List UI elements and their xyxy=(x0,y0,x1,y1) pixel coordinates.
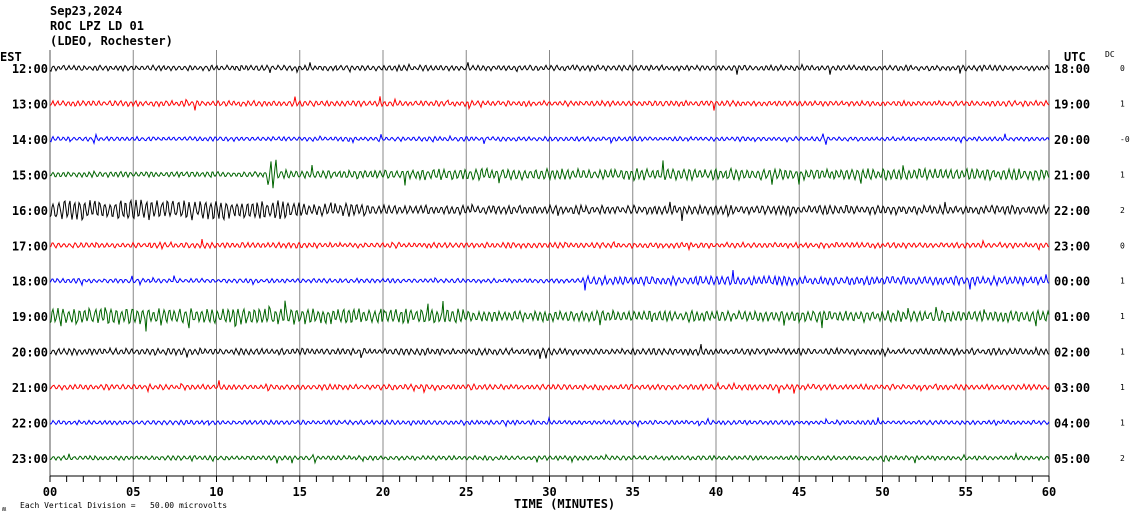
est-time-label: 18:00 xyxy=(12,275,48,289)
utc-time-label: 03:00 xyxy=(1054,381,1090,395)
x-tick-label: 45 xyxy=(792,485,806,499)
est-time-label: 12:00 xyxy=(12,62,48,76)
utc-time-label: 23:00 xyxy=(1054,239,1090,253)
x-tick-label: 40 xyxy=(709,485,723,499)
est-time-label: 22:00 xyxy=(12,417,48,431)
trace-row-9 xyxy=(49,380,1050,394)
est-time-label: 20:00 xyxy=(12,346,48,360)
utc-axis-label: UTC xyxy=(1064,50,1086,64)
est-time-label: 14:00 xyxy=(12,133,48,147)
trace-row-2 xyxy=(49,132,1050,145)
est-time-label: 17:00 xyxy=(12,239,48,253)
x-axis-title: TIME (MINUTES) xyxy=(514,497,615,511)
dc-value: 1 xyxy=(1120,312,1125,321)
utc-time-label: 04:00 xyxy=(1054,417,1090,431)
x-tick-label: 25 xyxy=(459,485,473,499)
dc-value: 1 xyxy=(1120,419,1125,428)
x-tick-label: 60 xyxy=(1042,485,1056,499)
utc-time-label: 01:00 xyxy=(1054,310,1090,324)
dc-value: 1 xyxy=(1120,383,1125,392)
x-tick-label: 30 xyxy=(542,485,556,499)
dc-value: 2 xyxy=(1120,454,1125,463)
trace-row-1 xyxy=(49,96,1050,111)
x-tick-label: 50 xyxy=(875,485,889,499)
est-time-label: 15:00 xyxy=(12,168,48,182)
trace-row-0 xyxy=(49,62,1050,75)
x-tick-label: 35 xyxy=(626,485,640,499)
x-tick-label: 00 xyxy=(43,485,57,499)
dc-value: 1 xyxy=(1120,277,1125,286)
trace-row-6 xyxy=(49,270,1050,291)
utc-time-label: 05:00 xyxy=(1054,452,1090,466)
station-label: ROC LPZ LD 01 xyxy=(50,19,144,33)
trace-row-3 xyxy=(50,159,1050,189)
trace-row-8 xyxy=(49,344,1050,359)
dc-value: 1 xyxy=(1120,99,1125,108)
trace-row-11 xyxy=(50,451,1050,465)
dc-label: DC xyxy=(1105,50,1115,59)
est-axis-label: EST xyxy=(0,50,22,64)
utc-time-label: 21:00 xyxy=(1054,168,1090,182)
dc-value: -0 xyxy=(1120,135,1130,144)
x-tick-label: 10 xyxy=(209,485,223,499)
dc-value: 1 xyxy=(1120,170,1125,179)
dc-value: 2 xyxy=(1120,206,1125,215)
trace-row-7 xyxy=(49,300,1050,332)
dc-value: 0 xyxy=(1120,64,1125,73)
scale-note: Each Vertical Division = 50.00 microvolt… xyxy=(20,501,227,510)
est-time-label: 19:00 xyxy=(12,310,48,324)
utc-time-label: 02:00 xyxy=(1054,346,1090,360)
utc-time-label: 19:00 xyxy=(1054,97,1090,111)
x-tick-label: 55 xyxy=(959,485,973,499)
est-time-label: 21:00 xyxy=(12,381,48,395)
corner-mark: ʍ xyxy=(2,505,7,513)
utc-time-label: 20:00 xyxy=(1054,133,1090,147)
x-tick-label: 05 xyxy=(126,485,140,499)
date-label: Sep23,2024 xyxy=(50,4,123,18)
dc-value: 0 xyxy=(1120,241,1125,250)
utc-time-label: 22:00 xyxy=(1054,204,1090,218)
x-tick-label: 15 xyxy=(293,485,307,499)
trace-row-4 xyxy=(49,198,1050,222)
trace-row-5 xyxy=(49,238,1050,252)
dc-value: 1 xyxy=(1120,348,1125,357)
est-time-label: 13:00 xyxy=(12,97,48,111)
utc-time-label: 18:00 xyxy=(1054,62,1090,76)
utc-time-label: 00:00 xyxy=(1054,275,1090,289)
est-time-label: 16:00 xyxy=(12,204,48,218)
network-label: (LDEO, Rochester) xyxy=(50,34,173,48)
trace-row-10 xyxy=(49,415,1050,429)
x-tick-label: 20 xyxy=(376,485,390,499)
est-time-label: 23:00 xyxy=(12,452,48,466)
